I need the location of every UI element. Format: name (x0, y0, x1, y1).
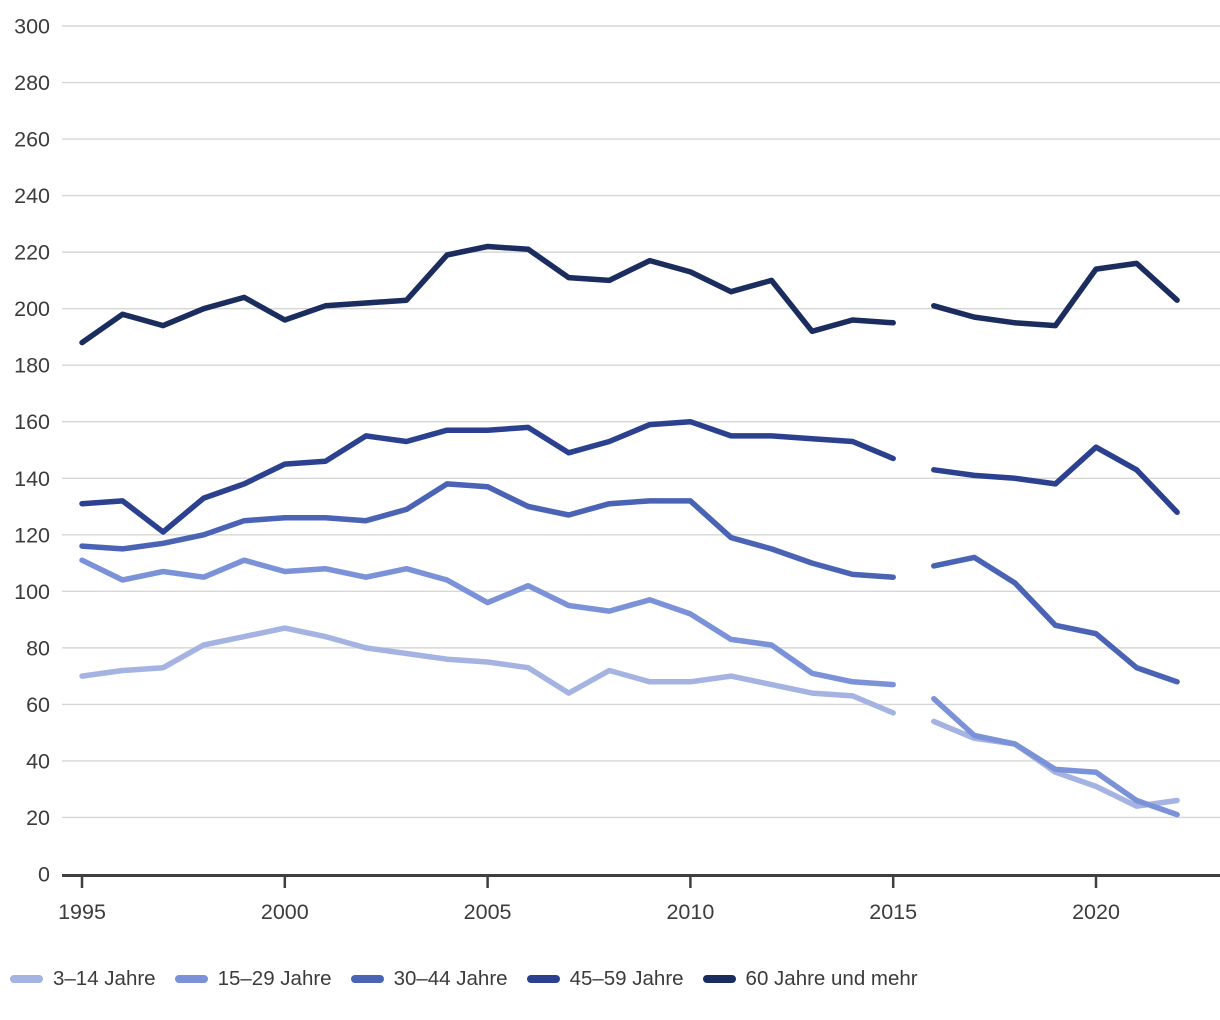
y-tick-label: 100 (14, 580, 50, 604)
x-tick-label: 2010 (666, 900, 714, 924)
legend-swatch-icon (526, 975, 560, 984)
y-tick-label: 60 (26, 693, 50, 717)
y-tick-label: 260 (14, 128, 50, 152)
line-chart-canvas: 0 20 40 60 80 100 120 140 160 180 200 220 240 260 280 3… (14, 15, 1220, 924)
y-tick-label: 0 (38, 863, 50, 887)
y-tick-label: 180 (14, 354, 50, 378)
legend-item-0: 3–14 Jahre (10, 967, 156, 990)
y-tick-label: 40 (26, 749, 50, 773)
series-line-4 (79, 243, 896, 346)
series-lines (79, 243, 1180, 818)
y-tick-label: 240 (14, 184, 50, 208)
x-tick-label: 1995 (58, 900, 106, 924)
legend-item-2: 30–44 Jahre (350, 967, 508, 990)
y-axis-labels: 0 20 40 60 80 100 120 140 160 180 200 220 240 260 280 3… (14, 15, 50, 887)
x-tick-label: 2005 (464, 900, 512, 924)
legend-item-1: 15–29 Jahre (174, 967, 332, 990)
series-line-4 (931, 260, 1180, 329)
y-tick-label: 80 (26, 636, 50, 660)
y-tick-label: 280 (14, 71, 50, 95)
x-axis-ticks: 1995 2000 2005 2010 2015 2020 (58, 877, 1120, 924)
legend-swatch-icon (350, 975, 384, 984)
legend-label: 30–44 Jahre (393, 967, 508, 990)
x-tick-label: 2015 (869, 900, 917, 924)
legend-label: 15–29 Jahre (217, 967, 332, 990)
y-tick-label: 160 (14, 410, 50, 434)
series-line-1 (79, 557, 896, 688)
legend-label: 45–59 Jahre (569, 967, 684, 990)
series-line-2 (79, 481, 896, 580)
series-line-0 (79, 625, 896, 716)
y-tick-label: 200 (14, 297, 50, 321)
y-tick-label: 120 (14, 523, 50, 547)
y-tick-label: 220 (14, 241, 50, 265)
series-line-2 (931, 554, 1180, 685)
legend-label: 60 Jahre und mehr (745, 967, 918, 990)
y-tick-label: 20 (26, 806, 50, 830)
legend-item-3: 45–59 Jahre (526, 967, 684, 990)
y-tick-label: 140 (14, 467, 50, 491)
series-line-3 (931, 444, 1180, 515)
y-tick-label: 300 (14, 15, 50, 39)
legend-label: 3–14 Jahre (53, 967, 156, 990)
series-line-3 (79, 418, 896, 535)
gridlines (62, 25, 1220, 819)
x-tick-label: 2020 (1072, 900, 1120, 924)
series-line-1 (931, 695, 1180, 818)
legend-swatch-icon (702, 975, 736, 984)
legend-item-4: 60 Jahre und mehr (702, 967, 918, 990)
x-tick-label: 2000 (261, 900, 309, 924)
legend-swatch-icon (174, 975, 208, 984)
chart-legend: 3–14 Jahre 15–29 Jahre 30–44 Jahre 45–59 Ja… (10, 967, 918, 990)
legend-swatch-icon (10, 975, 43, 984)
